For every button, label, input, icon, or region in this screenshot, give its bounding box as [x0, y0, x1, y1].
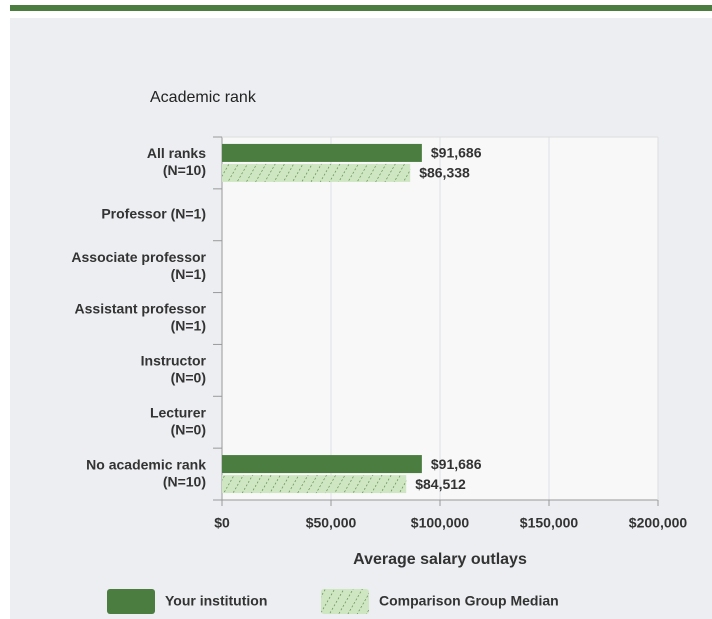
y-tick-label: Professor (N=1)	[101, 205, 206, 221]
bar	[222, 143, 422, 162]
y-tick-label: Lecturer	[150, 404, 207, 420]
y-tick-label: (N=1)	[171, 318, 206, 334]
value-label: $91,686	[431, 145, 482, 161]
value-label: $84,512	[415, 476, 466, 492]
y-tick-label: (N=10)	[163, 473, 206, 489]
y-tick-label: Associate professor	[71, 249, 206, 265]
y-tick-label: Instructor	[141, 353, 207, 369]
bar	[222, 455, 422, 474]
bar	[222, 475, 407, 494]
legend-label: Your institution	[165, 593, 267, 609]
y-tick-label: (N=10)	[163, 162, 206, 178]
x-tick-label: $150,000	[520, 515, 579, 531]
bar	[222, 163, 411, 182]
x-tick-label: $0	[214, 515, 230, 531]
value-label: $91,686	[431, 456, 482, 472]
legend-swatch	[107, 589, 155, 614]
y-tick-label: No academic rank	[86, 456, 206, 472]
chart-title: Academic rank	[150, 89, 257, 106]
y-tick-label: (N=1)	[171, 266, 206, 282]
y-tick-label: Assistant professor	[75, 301, 207, 317]
top-bar	[10, 5, 712, 11]
legend-label: Comparison Group Median	[379, 593, 559, 609]
x-tick-label: $50,000	[306, 515, 357, 531]
y-tick-label: (N=0)	[171, 370, 206, 386]
y-tick-label: All ranks	[147, 145, 206, 161]
legend-swatch	[321, 589, 369, 614]
x-tick-label: $200,000	[629, 515, 688, 531]
x-axis-label: Average salary outlays	[353, 551, 527, 568]
value-label: $86,338	[419, 165, 470, 181]
y-tick-label: (N=0)	[171, 421, 206, 437]
x-tick-label: $100,000	[411, 515, 470, 531]
